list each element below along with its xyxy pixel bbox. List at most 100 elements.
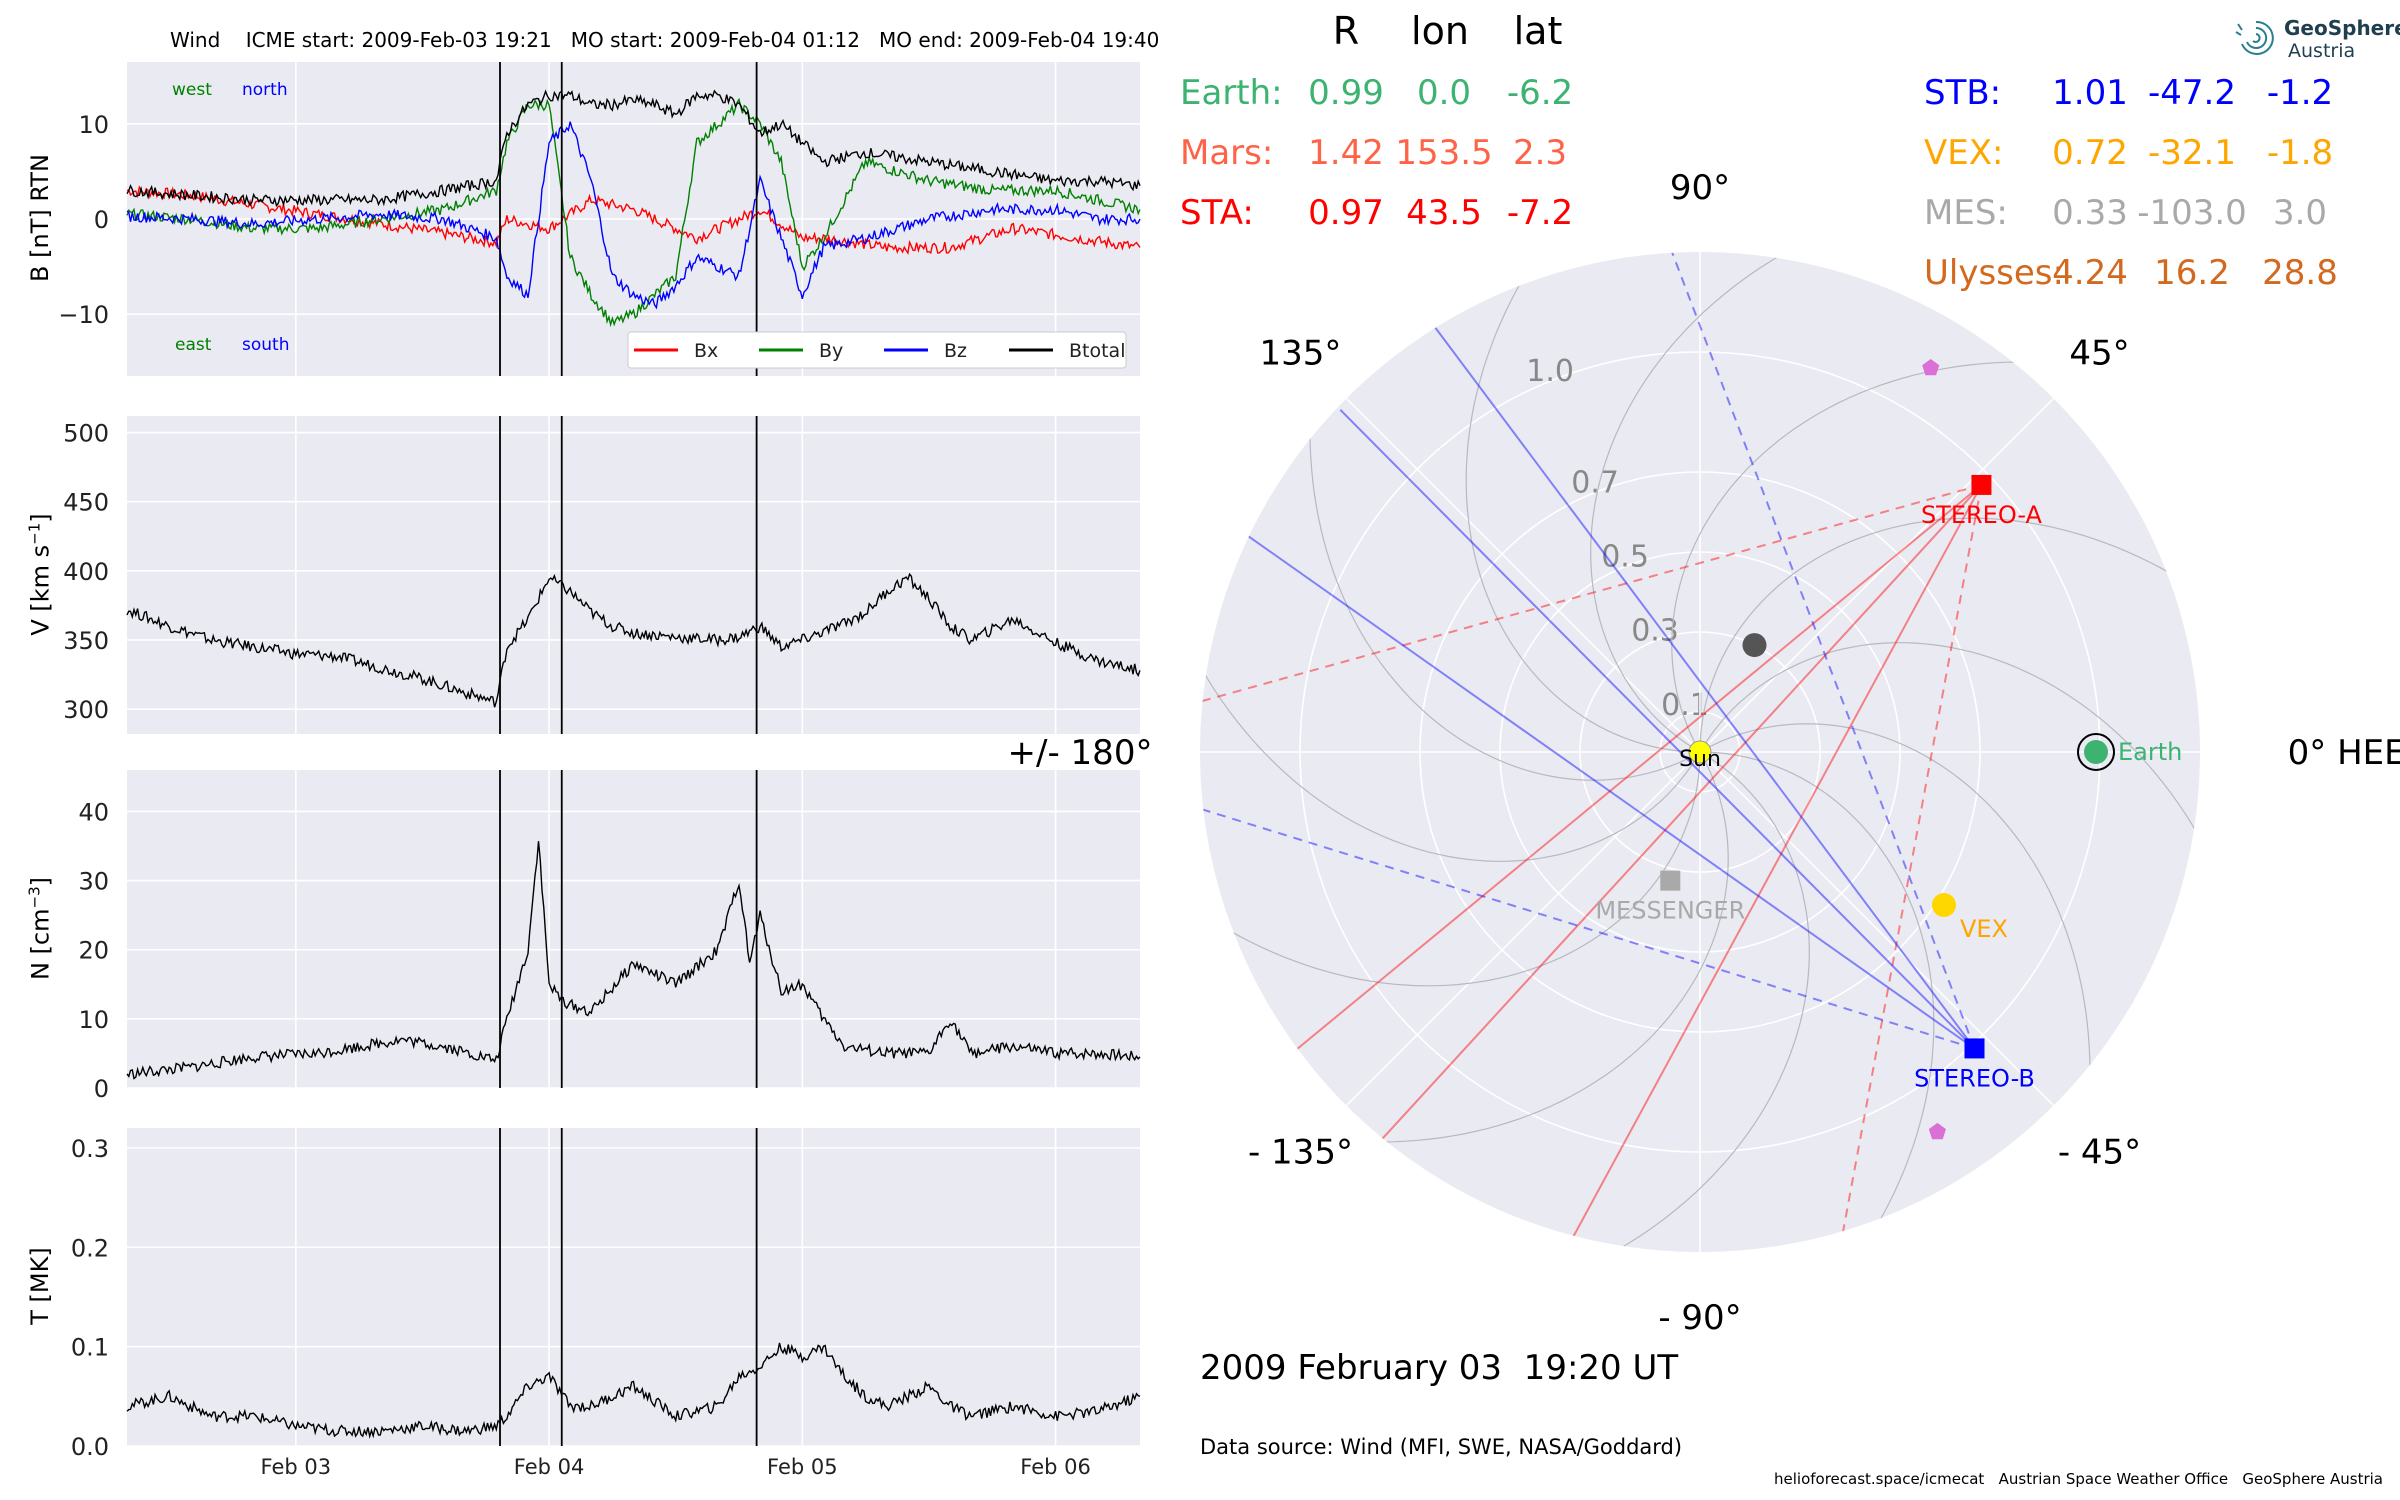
panel-background [127, 770, 1140, 1088]
earth-label: Earth [2118, 738, 2182, 766]
timestamp: 2009 February 03 19:20 UT [1200, 1348, 1679, 1388]
fov-line [1653, 252, 1976, 1049]
y-tick-label: 350 [63, 627, 109, 655]
earth-marker [2084, 740, 2108, 764]
credits: helioforecast.space/icmecat Austrian Spa… [1774, 1470, 2384, 1488]
table-row-name: Mars: [1180, 133, 1273, 173]
x-tick-label: Feb 05 [767, 1455, 838, 1479]
y-tick-label: 0.2 [71, 1234, 109, 1262]
stereo-a-marker [1971, 474, 1992, 495]
fov-line [1238, 528, 1976, 1050]
logo-swirl-icon [2235, 20, 2274, 55]
parker-spiral [1465, 269, 1701, 753]
geosphere-logo: GeoSphere Austria [2232, 14, 2400, 64]
corner-label-north: north [242, 80, 288, 100]
fov-line [1551, 484, 1983, 1252]
fov-line [1200, 781, 1975, 1050]
fov-line [1200, 483, 1982, 727]
table-row-lat: -1.2 [2267, 73, 2333, 113]
table-row-lon: 153.5 [1395, 133, 1492, 173]
panel-speed: 300 350 400 450 500 [63, 416, 1141, 734]
parker-spiral [1590, 252, 1793, 753]
earth-ring [2077, 733, 2115, 771]
table-row-r: 1.42 [1308, 133, 1384, 173]
x-tick-label: Feb 04 [514, 1455, 585, 1479]
fov-line [1286, 484, 1983, 1059]
pentagon-marker [1922, 359, 1940, 376]
legend-label-Bz: Bz [944, 340, 967, 362]
series-line-N [126, 841, 1141, 1080]
table-row-lon: 16.2 [2154, 253, 2230, 293]
angle-spoke [1345, 751, 1701, 1107]
table-header-lat: lat [1514, 9, 1563, 53]
y-axis-label-temperature: T [MK] [26, 1247, 54, 1325]
y-tick-label: 20 [78, 937, 109, 965]
table-row-lat: 3.0 [2273, 193, 2327, 233]
legend-label-Bx: Bx [694, 340, 718, 362]
table-row-r: 0.99 [1308, 73, 1384, 113]
y-axis-label-magnetic_field: B [nT] RTN [26, 154, 54, 282]
angle-label: +/- 180° [1008, 733, 1153, 773]
corner-label-south: south [242, 335, 289, 355]
y-axis-label-density: N [cm−3] [25, 876, 55, 981]
table-row-lon: 0.0 [1417, 73, 1471, 113]
table-row-lat: 2.3 [1513, 133, 1567, 173]
table-row-lon: -47.2 [2148, 73, 2236, 113]
radial-tick-label: 0.7 [1571, 465, 1619, 500]
sun-label: Sun [1679, 747, 1721, 772]
messenger-label: MESSENGER [1595, 897, 1745, 925]
angle-label: 135° [1260, 333, 1342, 373]
table-row-name: STB: [1924, 73, 2001, 113]
angle-label: 45° [2069, 333, 2129, 373]
series-line-Bx [126, 185, 1141, 255]
y-tick-label: 450 [63, 489, 109, 517]
parker-spirals [1200, 252, 2200, 1252]
parker-spiral [1699, 642, 2200, 845]
y-tick-label: 0 [94, 206, 109, 234]
parker-spiral [1217, 751, 1701, 987]
fov-line [1339, 409, 1976, 1050]
parker-spiral [1699, 751, 1935, 1235]
y-tick-label: 0.3 [71, 1135, 109, 1163]
table-row-r: 1.01 [2052, 73, 2128, 113]
plot-title: Wind ICME start: 2009-Feb-03 19:21 MO st… [170, 28, 1160, 52]
vex-marker [1931, 893, 1956, 918]
sun-marker [1688, 740, 1712, 764]
table-row-r: 0.97 [1308, 193, 1384, 233]
radial-tick-label: 0.3 [1631, 614, 1679, 649]
table-row-name: Earth: [1180, 73, 1283, 113]
table-row-r: 0.33 [2052, 193, 2128, 233]
parker-spiral [1200, 659, 1701, 862]
angle-spoke [1699, 397, 2055, 753]
table-row-lon: -103.0 [2137, 193, 2247, 233]
table-row-name: VEX: [1924, 133, 2004, 173]
legend-label-By: By [819, 340, 843, 362]
table-row-lon: 43.5 [1406, 193, 1482, 233]
y-tick-label: 30 [78, 868, 109, 896]
pentagon-marker [1928, 1122, 1946, 1140]
panel-background [127, 416, 1140, 734]
logo-name-line2: Austria [2288, 40, 2356, 62]
stereo-b-marker [1964, 1038, 1985, 1059]
angle-label: 90° [1670, 168, 1730, 208]
table-row-lat: -6.2 [1507, 73, 1573, 113]
parker-spiral [1699, 517, 2183, 753]
panel-temperature: 0.0 0.1 0.2 0.3 [71, 1128, 1141, 1461]
y-tick-label: 10 [78, 1006, 109, 1034]
legend: Bx By Bz Btotal [627, 331, 1127, 369]
angle-label: - 135° [1248, 1133, 1353, 1173]
table-header-lon: lon [1411, 9, 1469, 53]
legend-label-Btotal: Btotal [1069, 340, 1125, 362]
parker-spiral [1699, 723, 2091, 1084]
angle-label: - 45° [2058, 1133, 2141, 1173]
table-row-name: STA: [1180, 193, 1254, 233]
vex-label: VEX [1960, 915, 2008, 943]
table-row-name: MES: [1924, 193, 2008, 233]
table-header-R: R [1333, 9, 1359, 53]
table-row-lat: -7.2 [1507, 193, 1573, 233]
table-row-lat: 28.8 [2262, 253, 2338, 293]
y-tick-label: 40 [78, 798, 109, 826]
table-row-r: 0.72 [2052, 133, 2128, 173]
panel-background [127, 1128, 1140, 1446]
